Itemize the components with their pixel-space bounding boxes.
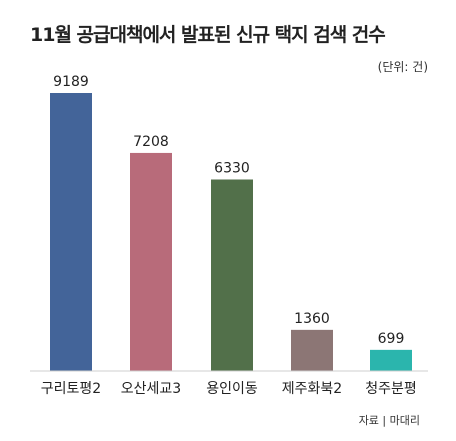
category-label-2: 오산세교3	[121, 381, 181, 397]
value-label-4: 1360	[294, 311, 330, 327]
category-label-3: 용인이동	[206, 381, 258, 397]
category-label-5: 청주분평	[365, 381, 417, 397]
category-label-4: 제주화북2	[282, 381, 342, 397]
chart-title: 11월 공급대책에서 발표된 신규 택지 검색 건수	[30, 24, 386, 46]
bar-1	[50, 93, 92, 371]
value-label-5: 699	[378, 331, 405, 347]
bar-3	[211, 179, 253, 371]
bar-2	[130, 152, 172, 371]
category-label-1: 구리토평2	[41, 381, 101, 397]
unit-label: (단위: 건)	[377, 60, 428, 74]
value-label-3: 6330	[214, 160, 250, 176]
value-label-2: 7208	[133, 134, 169, 150]
bar-4	[291, 329, 333, 371]
bars-group	[50, 93, 412, 371]
bar-5	[370, 349, 412, 371]
value-label-1: 9189	[53, 74, 89, 90]
source-note: 자료 | 마대리	[358, 414, 420, 427]
labels-group: 9189 구리토평2 7208 오산세교3 6330 용인이동 1360 제주화북2 699 청주…	[41, 74, 417, 397]
